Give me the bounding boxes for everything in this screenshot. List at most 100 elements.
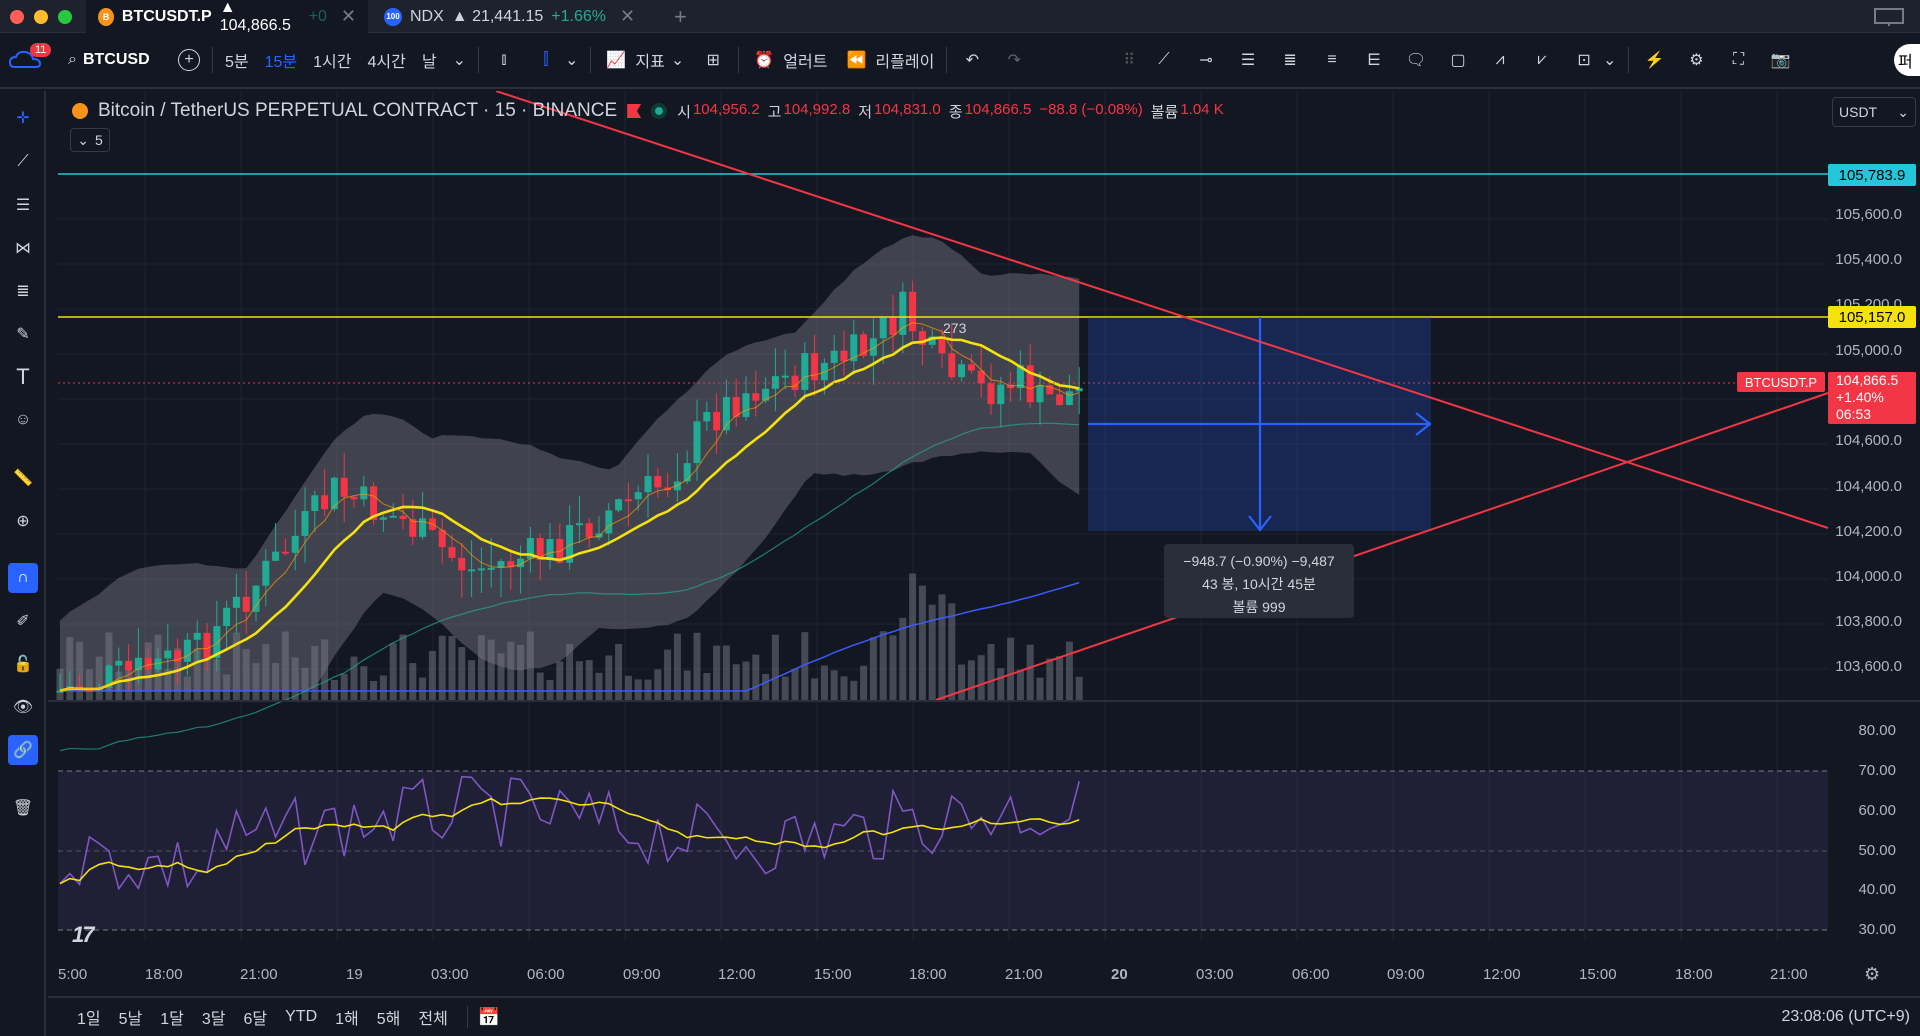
interval-5m[interactable]: 5분 — [217, 33, 257, 87]
callout-tool[interactable]: 🗨 — [1395, 33, 1437, 87]
range-3m[interactable]: 3달 — [201, 1011, 226, 1028]
interval-1d[interactable]: 날 — [414, 33, 445, 87]
maximize-window-button[interactable] — [58, 10, 72, 24]
range-5d[interactable]: 5날 — [118, 1011, 143, 1028]
magnet-tool[interactable]: ∩ — [8, 563, 38, 593]
interval-dropdown[interactable]: ⌄ — [445, 33, 474, 87]
stay-drawing-tool[interactable]: ✐ — [8, 606, 38, 636]
fib-fan-tool[interactable]: ⋿ — [1353, 33, 1395, 87]
tradingview-logo[interactable]: 17 — [72, 922, 95, 947]
crosshair-tool[interactable]: ✛ — [8, 103, 38, 133]
tab-symbol: BTCUSDT.P — [121, 7, 212, 25]
rectangle-tool[interactable]: ▢ — [1437, 33, 1479, 87]
time-label: 15:00 — [814, 966, 852, 983]
text-tool[interactable]: T — [8, 362, 38, 392]
bar-style-button[interactable]: ⫾ — [483, 33, 525, 87]
interval-4h[interactable]: 4시간 — [360, 33, 414, 87]
gear-icon[interactable]: ⚙ — [1864, 964, 1881, 984]
fib-tool[interactable]: ☰ — [8, 190, 38, 220]
descending-trendline[interactable] — [495, 91, 1829, 529]
flag-icon[interactable] — [627, 104, 642, 118]
fullscreen-button[interactable]: ⛶ — [1717, 33, 1759, 87]
currency-label: USDT — [1839, 104, 1878, 120]
lock-drawings-tool[interactable]: 🔓 — [8, 649, 38, 679]
symbol-price-tag: BTCUSDT.P — [1737, 372, 1825, 392]
symbol-search[interactable]: ⌕ BTCUSD — [60, 33, 170, 87]
redo-button[interactable]: ↷ — [993, 33, 1035, 87]
divider — [946, 47, 948, 73]
currency-selector[interactable]: USDT ⌄ — [1832, 97, 1916, 127]
pattern-tool[interactable]: ⋈ — [8, 233, 38, 263]
range-5y[interactable]: 5해 — [376, 1011, 401, 1028]
range-1d[interactable]: 1일 — [77, 1011, 101, 1028]
indicators-button[interactable]: 📈 지표 ⌄ — [595, 33, 692, 87]
trendline-tool[interactable]: ⟋ — [8, 147, 38, 177]
fib-tool[interactable]: ≡ — [1311, 33, 1353, 87]
pattern-icon: ⋈ — [15, 240, 31, 257]
tab-btcusdt[interactable]: B BTCUSDT.P ▲ 104,866.5 +0 ✕ — [86, 0, 368, 34]
tab-symbol: NDX — [410, 7, 444, 25]
minimize-window-button[interactable] — [34, 10, 48, 24]
forecast-tool[interactable]: ≣ — [8, 276, 38, 306]
tab-ndx[interactable]: 100 NDX ▲ 21,441.15 +1.66% ✕ — [372, 0, 662, 33]
close-window-button[interactable] — [10, 10, 24, 24]
ruler-tool[interactable]: 📏 — [8, 463, 38, 493]
range-6m[interactable]: 6달 — [243, 1011, 268, 1028]
layout-icon[interactable] — [1874, 8, 1904, 26]
pencil-lock-icon: ✐ — [16, 613, 30, 630]
symbol-title[interactable]: Bitcoin / TetherUS PERPETUAL CONTRACT · … — [98, 100, 618, 121]
rsi-axis-label: 40.00 — [1858, 881, 1896, 898]
drag-handle[interactable]: ⠿ — [1123, 52, 1136, 69]
range-1m[interactable]: 1달 — [160, 1011, 184, 1028]
time-label: 20 — [1111, 966, 1128, 983]
sync-drawings-tool[interactable]: 🔗 — [8, 735, 38, 765]
channel-tool[interactable]: ☰ — [1227, 33, 1269, 87]
change-value: −88.8 (−0.08%) — [1039, 100, 1143, 118]
clock[interactable]: 23:08:06 (UTC+9) — [1781, 1008, 1910, 1025]
range-all[interactable]: 전체 — [418, 1011, 448, 1028]
horizontal-ray-tool[interactable]: ⊸ — [1185, 33, 1227, 87]
delete-drawings-tool[interactable]: 🗑 — [8, 793, 38, 823]
emoji-tool[interactable]: ☺ — [8, 405, 38, 435]
interval-1h[interactable]: 1시간 — [305, 33, 359, 87]
volume-value: 1.04 K — [1180, 100, 1224, 118]
range-ytd[interactable]: YTD — [285, 1008, 318, 1025]
ascending-trendline[interactable] — [935, 392, 1829, 701]
crosshair-icon: ✛ — [16, 110, 30, 127]
compare-symbol-button[interactable]: + — [170, 33, 208, 87]
abc-pattern-tool[interactable]: ⩗ — [1521, 33, 1563, 87]
time-label: 18:00 — [145, 966, 183, 983]
close-icon[interactable]: ✕ — [340, 6, 356, 26]
calendar-range-icon[interactable]: 📅 — [477, 1006, 501, 1027]
quick-tool-button[interactable]: ⚡ — [1633, 33, 1675, 87]
divider — [477, 47, 479, 73]
publish-button[interactable]: 퍼 — [1894, 44, 1920, 76]
range-1y[interactable]: 1해 — [335, 1011, 359, 1028]
alerts-button[interactable]: ⏰ 얼러트 — [743, 33, 835, 87]
pitchfork-tool[interactable]: ≣ — [1269, 33, 1311, 87]
trendline-tool[interactable]: ⟋ — [1143, 33, 1185, 87]
indicators-collapse-button[interactable]: ⌄ 5 — [70, 128, 110, 152]
new-tab-icon[interactable]: + — [674, 4, 687, 29]
market-status-icon[interactable] — [651, 103, 668, 119]
bottom-toolbar: 1일 5날 1달 3달 6달 YTD 1해 5해 전체 📅 23:08:06 (… — [48, 996, 1920, 1036]
chart-canvas[interactable]: 273 — [48, 91, 1920, 1036]
snapshot-button[interactable]: 📷 — [1759, 33, 1801, 87]
interval-15m[interactable]: 15분 — [257, 33, 306, 87]
templates-button[interactable]: ⊞ — [692, 33, 734, 87]
close-icon[interactable]: ✕ — [619, 6, 636, 26]
undo-button[interactable]: ↶ — [951, 33, 993, 87]
zoom-tool[interactable]: ⊕ — [8, 506, 38, 536]
measure-tool[interactable]: ⊡ ⌄ — [1563, 33, 1624, 87]
account-button[interactable]: 11 — [0, 33, 60, 87]
brush-tool[interactable]: ✎ — [8, 319, 38, 349]
candle-style-button[interactable]: ⫿ ⌄ — [525, 33, 586, 87]
settings-button[interactable]: ⚙ — [1675, 33, 1717, 87]
bar-countdown: 06:53 — [1836, 406, 1872, 422]
elliott-wave-tool[interactable]: ⩘ — [1479, 33, 1521, 87]
replay-button[interactable]: ⏪ 리플레이 — [835, 33, 942, 87]
cyan-line-price-tag: 105,783.9 — [1828, 164, 1916, 186]
rsi-axis-label: 60.00 — [1858, 802, 1896, 819]
time-axis[interactable]: 5:00 18:00 21:00 19 03:00 06:00 09:00 12… — [48, 958, 1848, 994]
hide-drawings-tool[interactable]: 👁 — [8, 692, 38, 722]
